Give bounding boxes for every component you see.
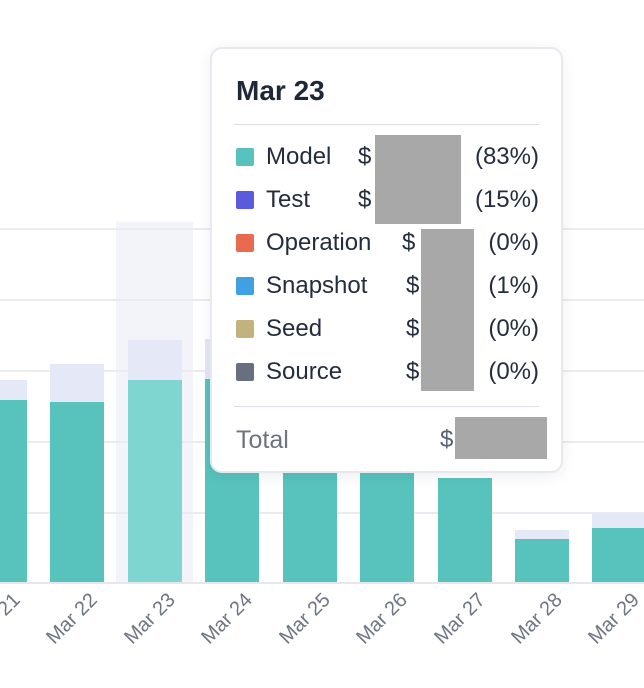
bar-mar-21[interactable] (0, 400, 27, 583)
tooltip-breakdown-rows: Model $ (83%) Test $ (15%) Operation $ (… (236, 135, 539, 393)
bar-top-segment-mar-22[interactable] (50, 364, 104, 402)
redacted-value-box (421, 229, 474, 391)
tooltip-row-test: Test $ (15%) (236, 178, 539, 221)
series-label: Operation (266, 228, 372, 256)
bar-top-segment-mar-28[interactable] (515, 530, 569, 539)
series-label: Seed (266, 314, 323, 342)
total-currency-sign: $ (440, 426, 454, 453)
currency-sign: $ (406, 314, 420, 342)
redacted-total-box (455, 417, 547, 459)
bar-mar-27[interactable] (438, 478, 492, 583)
bar-mar-29[interactable] (592, 528, 644, 583)
bar-top-segment-mar-23[interactable] (128, 340, 182, 380)
series-label: Source (266, 357, 343, 385)
currency-sign: $ (358, 185, 372, 213)
x-axis-label-mar-29: Mar 29 (583, 589, 644, 649)
series-percent: (1%) (488, 271, 539, 299)
x-axis-label-mar-25: Mar 25 (274, 589, 335, 649)
series-label: Test (266, 185, 311, 213)
tooltip-row-snapshot: Snapshot $ (1%) (236, 264, 539, 307)
series-label: Snapshot (266, 271, 368, 299)
series-percent: (0%) (488, 357, 539, 385)
bar-mar-22[interactable] (50, 402, 104, 583)
tooltip-divider-top (234, 124, 539, 125)
source-series-swatch-icon (236, 362, 254, 381)
series-percent: (0%) (488, 228, 539, 256)
test-series-swatch-icon (236, 190, 254, 209)
x-axis-line (0, 582, 644, 584)
currency-sign: $ (406, 357, 420, 385)
currency-sign: $ (406, 271, 420, 299)
x-axis-label-mar-24: Mar 24 (196, 589, 257, 649)
tooltip-row-source: Source $ (0%) (236, 350, 539, 393)
tooltip-row-operation: Operation $ (0%) (236, 221, 539, 264)
total-label: Total (236, 425, 289, 454)
series-percent: (0%) (488, 314, 539, 342)
snapshot-series-swatch-icon (236, 276, 254, 295)
bar-mar-25[interactable] (283, 473, 337, 583)
x-axis-label-mar-27: Mar 27 (429, 589, 490, 649)
bar-top-segment-mar-29[interactable] (592, 513, 644, 528)
x-axis-label-mar-28: Mar 28 (506, 589, 567, 649)
model-series-swatch-icon (236, 147, 254, 166)
tooltip-title: Mar 23 (236, 75, 325, 106)
series-label: Model (266, 142, 332, 170)
bar-mar-28[interactable] (515, 539, 569, 583)
redacted-value-box (375, 135, 461, 224)
bar-mar-23[interactable] (128, 380, 182, 583)
x-axis-label-mar-23: Mar 23 (119, 589, 180, 649)
series-percent: (15%) (474, 185, 539, 213)
seed-series-swatch-icon (236, 319, 254, 338)
series-percent: (83%) (474, 142, 539, 170)
currency-sign: $ (358, 142, 372, 170)
tooltip-row-seed: Seed $ (0%) (236, 307, 539, 350)
operation-series-swatch-icon (236, 233, 254, 252)
currency-sign: $ (402, 228, 416, 256)
bar-mar-26[interactable] (360, 473, 414, 583)
x-axis-label-mar-21: Mar 21 (0, 589, 25, 649)
x-axis-label-mar-26: Mar 26 (351, 589, 412, 649)
tooltip-row-model: Model $ (83%) (236, 135, 539, 178)
tooltip-divider-bottom (234, 406, 539, 407)
x-axis-label-mar-22: Mar 22 (41, 589, 102, 649)
chart-tooltip: Mar 23 Model $ (83%) Test $ (15%) Operat… (210, 47, 563, 473)
bar-top-segment-mar-21[interactable] (0, 380, 27, 400)
tooltip-total-row: Total $ (236, 417, 539, 463)
